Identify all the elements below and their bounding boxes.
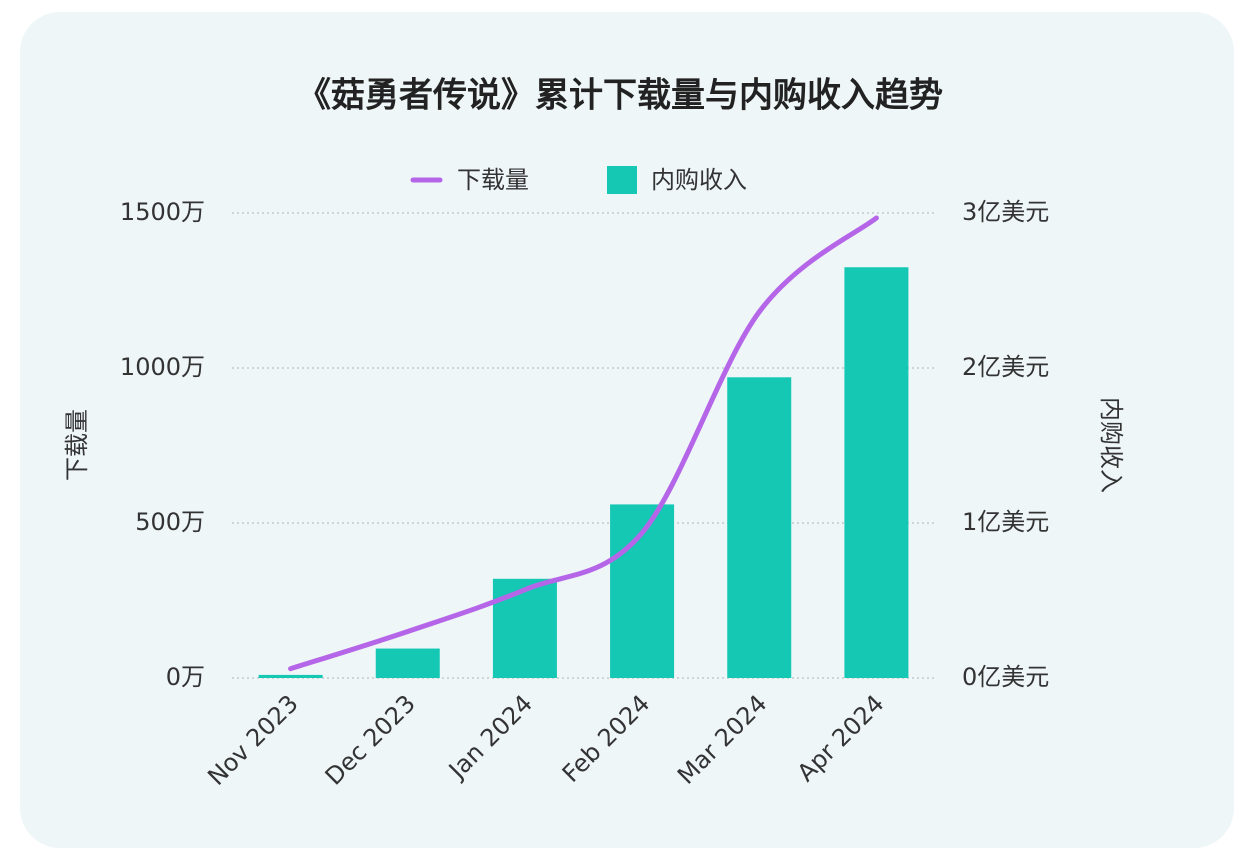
bar — [258, 674, 323, 678]
legend-label: 下载量 — [457, 166, 529, 194]
y-tick-label: 1000万 — [120, 353, 205, 381]
y-tick-label: 0万 — [166, 663, 205, 691]
legend-swatch — [607, 166, 637, 194]
y-tick-label: 500万 — [135, 508, 205, 536]
y2-tick-label: 0亿美元 — [962, 663, 1049, 691]
line — [288, 215, 879, 672]
y2-axis-title: 内购收入 — [1097, 397, 1125, 493]
card — [20, 12, 1234, 848]
bar — [492, 578, 557, 678]
bar — [375, 648, 440, 678]
bar — [727, 377, 792, 678]
y-axis-title: 下载量 — [63, 409, 91, 481]
y2-tick-label: 3亿美元 — [962, 198, 1049, 226]
chart-title: 《菇勇者传说》累计下载量与内购收入趋势 — [297, 76, 943, 116]
bar — [844, 267, 909, 678]
y-tick-label: 1500万 — [120, 198, 205, 226]
legend-label: 内购收入 — [651, 166, 747, 194]
y2-tick-label: 2亿美元 — [962, 353, 1049, 381]
y2-tick-label: 1亿美元 — [962, 508, 1049, 536]
